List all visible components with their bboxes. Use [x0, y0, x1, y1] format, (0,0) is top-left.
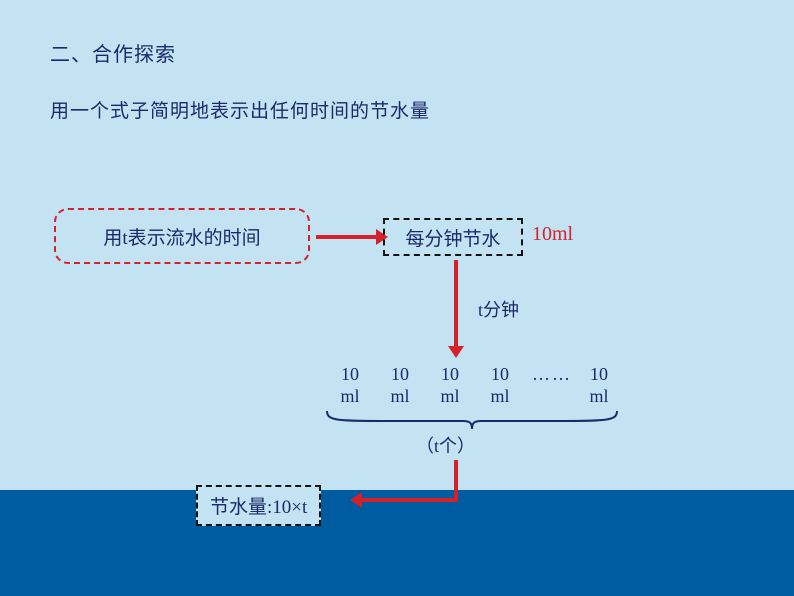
arrow-to-result [360, 498, 458, 502]
brace-icon [325, 409, 619, 431]
arrow-rate-down [454, 260, 458, 348]
ml-item: 10ml [579, 364, 619, 407]
ml-item: 10ml [375, 364, 425, 407]
section-heading: 二、合作探索 [50, 38, 176, 67]
ml-repeat-row: 10ml 10ml 10ml 10ml …… 10ml [325, 364, 619, 407]
arrow-brace-down [454, 460, 458, 498]
scallop-decoration [0, 502, 794, 550]
node-result-box: 节水量:10×t [196, 485, 321, 526]
section-subheading: 用一个式子简明地表示出任何时间的节水量 [50, 96, 430, 123]
ml-item: 10ml [325, 364, 375, 407]
ml-item: 10ml [425, 364, 475, 407]
node-t-box: 用t表示流水的时间 [54, 208, 310, 264]
brace-label: （t个） [416, 432, 475, 458]
node-rate-box: 每分钟节水 [383, 218, 523, 256]
ml-dots: …… [525, 364, 579, 407]
rate-value-label: 10ml [532, 223, 573, 246]
arrow-t-to-rate [316, 235, 378, 239]
t-min-label: t分钟 [478, 296, 519, 322]
ml-item: 10ml [475, 364, 525, 407]
